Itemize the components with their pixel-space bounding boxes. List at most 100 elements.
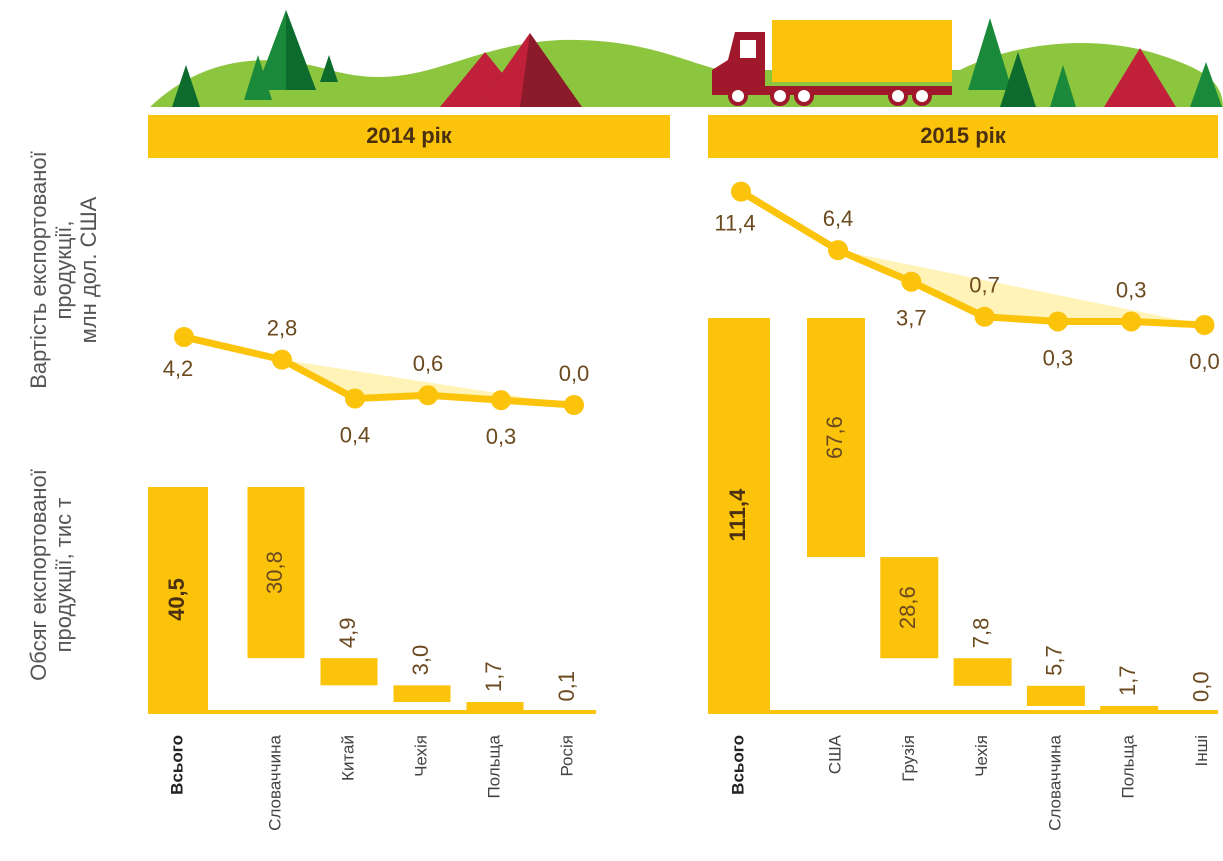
category-label: Інші [1192, 735, 1211, 767]
baseline [148, 710, 596, 714]
axis-label: продукції, тис т [51, 498, 76, 653]
value-label: 0,0 [1189, 349, 1220, 374]
category-label: Чехія [972, 735, 991, 777]
category-label: Китай [338, 735, 357, 781]
value-label: 0,3 [486, 424, 517, 449]
tree [320, 55, 338, 82]
shade [838, 250, 1205, 325]
value-label: 0,3 [1116, 277, 1147, 302]
tree [172, 65, 200, 107]
value-point [1121, 311, 1142, 332]
bar-value-label: 67,6 [822, 416, 847, 459]
category-label: Польща [1119, 734, 1138, 798]
value-label: 2,8 [267, 315, 298, 340]
truck-window [740, 40, 756, 58]
bar-value-label: 40,5 [164, 578, 189, 621]
category-label: Всього [167, 735, 186, 795]
bar-value-label: 111,4 [725, 488, 750, 541]
bar [320, 658, 378, 686]
tree [1190, 62, 1222, 107]
value-label: 0,6 [413, 351, 444, 376]
tree [244, 55, 272, 100]
year-title: 2015 рік [920, 123, 1007, 148]
bar [953, 658, 1012, 686]
bar-value-label: 1,7 [481, 661, 506, 692]
year-title: 2014 рік [366, 123, 453, 148]
mountain [1104, 48, 1176, 107]
category-label: Польща [484, 734, 503, 798]
value-point [731, 181, 751, 202]
year-header [708, 115, 1218, 158]
category-label: Всього [728, 735, 747, 795]
value-point [272, 349, 292, 370]
bar [466, 702, 524, 712]
bar-value-label: 0,1 [554, 671, 579, 702]
value-line [183, 333, 575, 409]
value-point [828, 240, 848, 261]
bar [393, 685, 451, 702]
bar [708, 318, 770, 712]
bar-value-label: 4,9 [335, 618, 360, 649]
value-label: 6,4 [823, 206, 854, 231]
tree [1000, 52, 1036, 107]
mountain-face [478, 33, 530, 107]
bar [148, 487, 208, 712]
value-point [418, 385, 438, 406]
tree [968, 18, 1012, 90]
tree [1050, 65, 1076, 107]
bar [1026, 685, 1085, 706]
value-point [974, 306, 995, 327]
truck-cab [712, 32, 765, 95]
category-label: Грузія [899, 735, 918, 782]
category-label: США [825, 734, 844, 774]
value-point [564, 395, 584, 415]
bar-value-label: 0,0 [1188, 671, 1213, 702]
value-point [901, 271, 922, 292]
bar [539, 711, 597, 712]
bar-value-label: 30,8 [262, 551, 287, 594]
bar-value-label: 1,7 [1115, 665, 1140, 696]
bar [247, 487, 305, 659]
value-label: 0,4 [340, 422, 371, 447]
axis-label: млн дол. США [76, 196, 101, 343]
value-point [491, 390, 511, 411]
axis-label: Вартість експортованої [26, 151, 51, 389]
category-label: Росія [557, 735, 576, 777]
value-label: 3,7 [896, 306, 927, 331]
wheels [728, 86, 932, 106]
bar [880, 557, 939, 659]
category-label: Словаччина [265, 734, 284, 830]
value-label: 4,2 [163, 356, 194, 381]
value-point [345, 388, 365, 409]
bar-value-label: 7,8 [968, 618, 993, 649]
axis-label: Обсяг експортованої [26, 469, 51, 681]
bar [807, 318, 865, 558]
wheel [770, 86, 790, 106]
bar-value-label: 3,0 [408, 645, 433, 676]
value-point [1047, 311, 1068, 332]
baseline [708, 710, 1218, 714]
tree-shade [286, 10, 316, 90]
wheel [794, 86, 814, 106]
category-label: Словаччина [1045, 734, 1064, 830]
axis-label: продукції, [51, 220, 76, 319]
value-label: 11,4 [714, 210, 755, 235]
value-label: 0,7 [969, 273, 1000, 298]
bar-value-label: 5,7 [1042, 645, 1067, 676]
truck-chassis [712, 86, 952, 95]
value-label: 0,0 [559, 361, 590, 386]
bar-value-label: 28,6 [895, 586, 920, 629]
truck-box [772, 20, 952, 82]
year-header [148, 115, 670, 158]
bar [1100, 705, 1159, 712]
value-point [1194, 315, 1215, 335]
value-label: 0,3 [1043, 345, 1074, 370]
wheel [888, 86, 908, 106]
category-label: Чехія [411, 735, 430, 777]
value-point [174, 326, 194, 347]
hill [150, 39, 1223, 107]
wheel [912, 86, 932, 106]
wheel [728, 86, 748, 106]
landscape [150, 10, 1223, 107]
